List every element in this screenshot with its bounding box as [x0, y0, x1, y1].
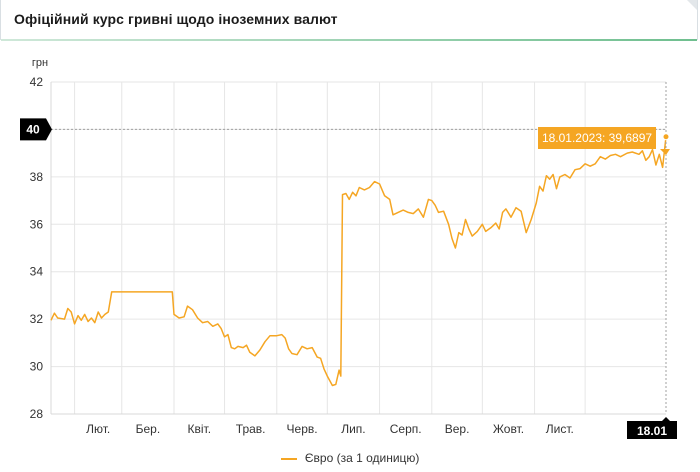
- header-corner-decoration: [687, 0, 697, 10]
- tooltip-box: [538, 127, 670, 155]
- legend[interactable]: Євро (за 1 одиницю): [0, 451, 700, 465]
- exchange-rate-chart[interactable]: 28 30 32 34 36 38 40 42 Лют. Бер. Квіт. Трав. Черв. Л…: [0, 44, 700, 449]
- crosshair-y-label: 40: [26, 122, 40, 136]
- x-tick-label: Бер.: [136, 422, 161, 436]
- y-axis-label: грн: [32, 57, 48, 69]
- chart-header: Офіційний курс гривні щодо іноземних вал…: [0, 0, 698, 41]
- series-line-euro: [50, 136, 667, 387]
- y-tick-label: 30: [30, 360, 44, 374]
- x-tick-label: Квіт.: [188, 422, 212, 436]
- header-accent-line: [1, 39, 697, 41]
- y-tick-label: 28: [30, 407, 44, 421]
- crosshair-x-marker: [627, 417, 677, 439]
- y-tick-label: 32: [30, 312, 44, 326]
- x-tick-label: Вер.: [445, 422, 470, 436]
- x-tick-label: Серп.: [390, 422, 422, 436]
- y-tick-label: 42: [30, 75, 44, 89]
- legend-label[interactable]: Євро (за 1 одиницю): [304, 451, 420, 465]
- x-tick-label: Трав.: [236, 422, 266, 436]
- legend-swatch: [280, 457, 297, 460]
- x-tick-label: Лип.: [341, 422, 365, 436]
- y-tick-label: 34: [30, 265, 44, 279]
- tooltip-label: 18.01.2023: 39,6897: [542, 131, 652, 145]
- crosshair-y-marker: [20, 118, 52, 141]
- y-tick-label: 38: [30, 170, 44, 184]
- series-point-marker: [662, 133, 670, 141]
- x-tick-label: Лист.: [546, 422, 574, 436]
- page-title: Офіційний курс гривні щодо іноземних вал…: [14, 11, 338, 27]
- y-tick-label: 36: [30, 217, 44, 231]
- x-tick-label: Лют.: [86, 422, 110, 436]
- crosshair-x-label: 18.01: [637, 424, 667, 438]
- x-tick-label: Жовт.: [493, 422, 524, 436]
- x-tick-label: Черв.: [287, 422, 318, 436]
